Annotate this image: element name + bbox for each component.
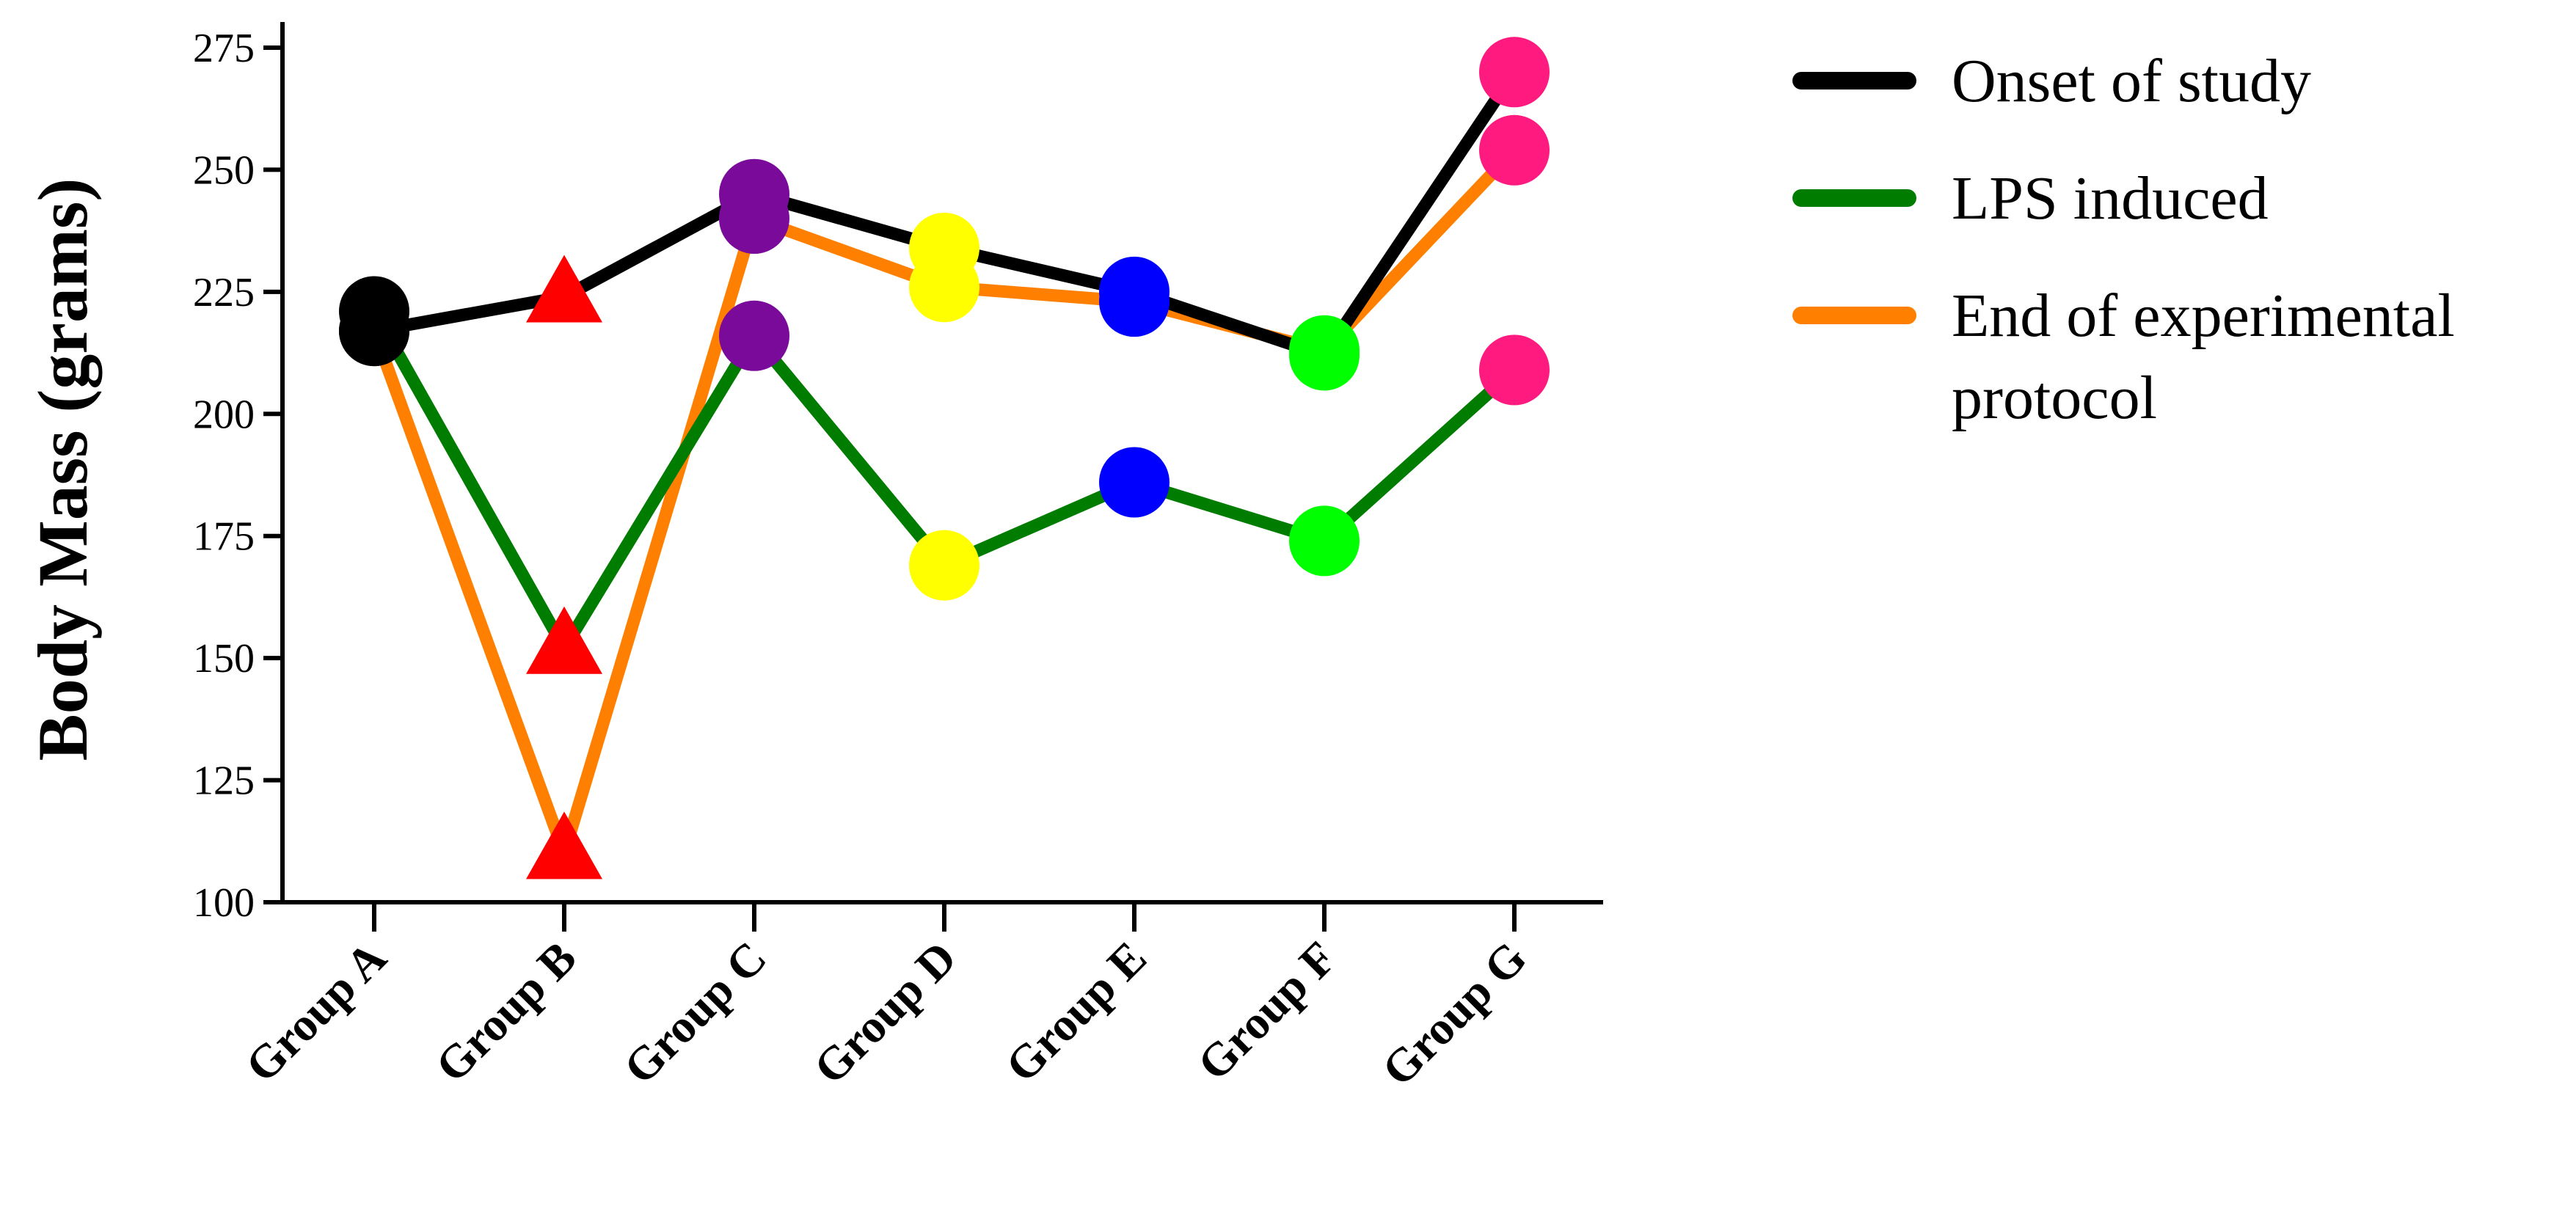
- x-tick-label: Group D: [803, 932, 966, 1094]
- x-tick-label: Group F: [1187, 932, 1346, 1091]
- x-tick-label: Group C: [613, 932, 776, 1094]
- x-tick-label: Group E: [996, 932, 1156, 1092]
- data-point-lps-induced-group-c: [719, 300, 789, 371]
- data-point-lps-induced-group-f: [1289, 505, 1360, 577]
- y-tick-label: 150: [193, 636, 255, 681]
- data-point-end-of-experimental-protocol-group-b: [526, 811, 602, 880]
- data-point-onset-of-study-group-e: [1099, 256, 1170, 327]
- series-markers: [339, 37, 1550, 880]
- y-tick-label: 125: [193, 758, 255, 804]
- y-tick-label: 225: [193, 270, 255, 315]
- data-point-lps-induced-group-g: [1479, 334, 1550, 406]
- legend: Onset of study LPS induced End of experime…: [1792, 47, 2455, 432]
- data-point-lps-induced-group-e: [1099, 447, 1170, 518]
- x-tick-label: Group A: [236, 932, 396, 1092]
- legend-label: protocol: [1952, 364, 2157, 432]
- y-axis-label: Body Mass (grams): [23, 178, 102, 761]
- data-point-end-of-experimental-protocol-group-g: [1479, 114, 1550, 186]
- data-point-onset-of-study-group-g: [1479, 37, 1550, 108]
- data-point-onset-of-study-group-f: [1289, 320, 1360, 391]
- data-point-onset-of-study-group-d: [909, 212, 979, 283]
- legend-label: End of experimental: [1952, 282, 2455, 350]
- y-tick-label: 175: [193, 514, 255, 560]
- legend-label: Onset of study: [1952, 47, 2311, 115]
- y-tick-label: 275: [193, 26, 255, 71]
- y-tick-label: 100: [193, 880, 255, 926]
- series-lines: [368, 65, 1521, 860]
- data-point-lps-induced-group-b: [526, 606, 602, 674]
- data-point-onset-of-study-group-a: [339, 296, 409, 367]
- y-tick-label: 250: [193, 147, 255, 193]
- x-tick-label: Group B: [426, 932, 586, 1092]
- x-tick-label: Group G: [1372, 932, 1536, 1096]
- data-point-lps-induced-group-d: [909, 530, 979, 601]
- data-point-onset-of-study-group-b: [526, 255, 602, 323]
- legend-label: LPS induced: [1952, 164, 2269, 233]
- data-point-onset-of-study-group-c: [719, 158, 789, 230]
- y-tick-label: 200: [193, 392, 255, 437]
